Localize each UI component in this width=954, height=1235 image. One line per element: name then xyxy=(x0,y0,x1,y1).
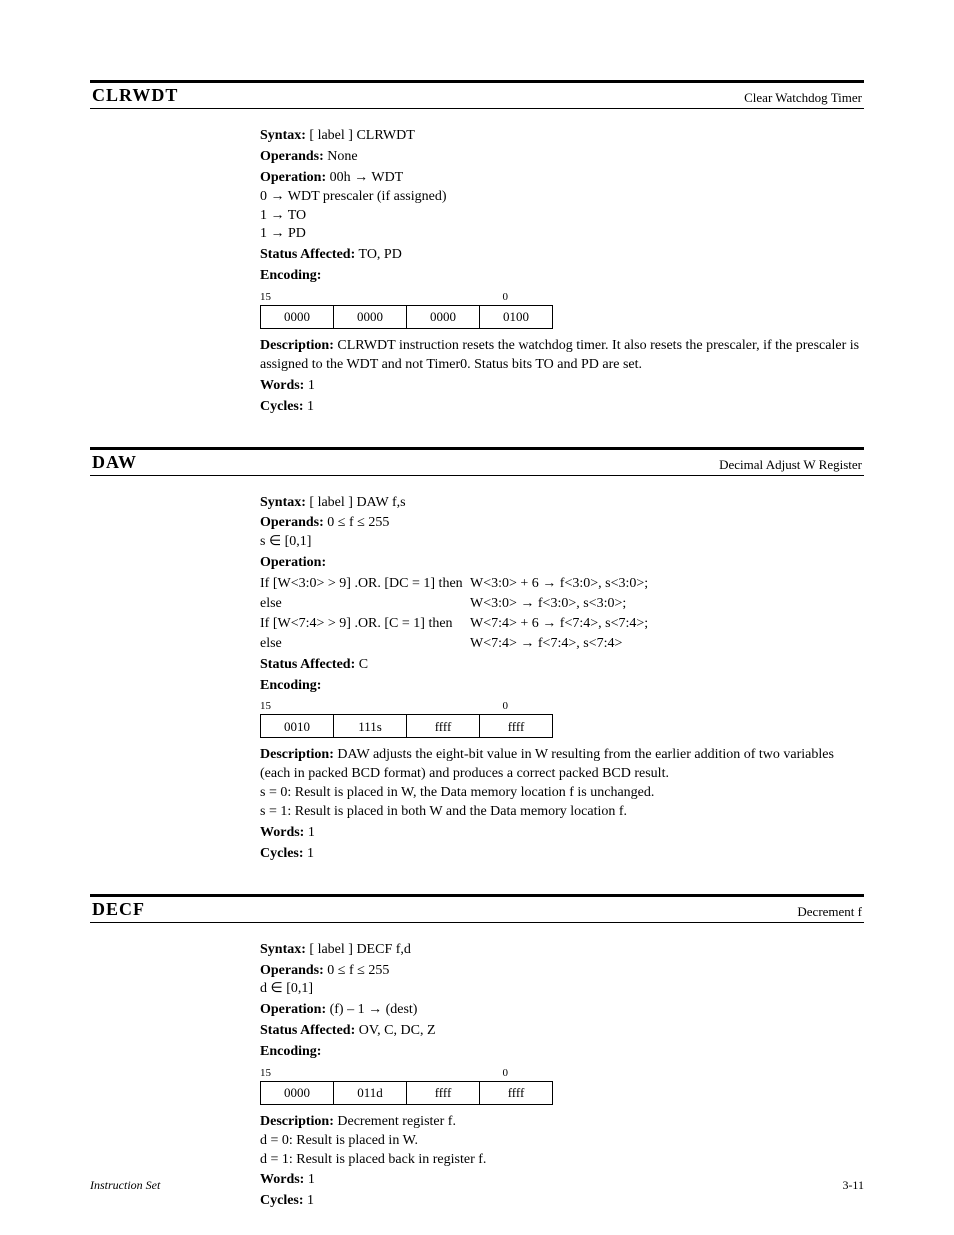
mnemonic: DECF xyxy=(92,899,145,920)
bit-low: 0 xyxy=(503,1066,509,1081)
opcode-cell: ffff xyxy=(407,715,480,738)
syntax-label: Syntax: xyxy=(260,128,306,143)
operands-value: None xyxy=(327,149,357,164)
operands-label: Operands: xyxy=(260,963,324,978)
footer-section-title: Instruction Set xyxy=(90,1178,160,1193)
words-value: 1 xyxy=(308,378,315,393)
opcode-cell: 011d xyxy=(334,1081,407,1104)
opcode-cell: ffff xyxy=(407,1081,480,1104)
encoding-label: Encoding: xyxy=(260,678,321,693)
instruction-title: Decrement f xyxy=(797,904,862,920)
encoding-label: Encoding: xyxy=(260,1044,321,1059)
description-label: Description: xyxy=(260,338,334,353)
cycles-label: Cycles: xyxy=(260,399,304,414)
instruction-title: Clear Watchdog Timer xyxy=(744,90,862,106)
operation-label: Operation: xyxy=(260,170,326,185)
instruction-decf: DECF Decrement f Syntax: [ label ] DECF … xyxy=(90,894,864,1212)
op-if: If [W<7:4> > 9] .OR. [C = 1] then xyxy=(260,615,470,634)
opcode-cell: ffff xyxy=(480,715,553,738)
op-then: W<3:0> → f<3:0>, s<3:0>; xyxy=(470,595,626,614)
cycles-value: 1 xyxy=(307,399,314,414)
instruction-daw: DAW Decimal Adjust W Register Syntax: [ … xyxy=(90,447,864,864)
op-line: 0 → WDT prescaler (if assigned) xyxy=(260,189,446,204)
words-value: 1 xyxy=(308,825,315,840)
operation-label: Operation: xyxy=(260,1002,326,1017)
words-label: Words: xyxy=(260,378,304,393)
status-label: Status Affected: xyxy=(260,1023,355,1038)
op-if: If [W<3:0> > 9] .OR. [DC = 1] then xyxy=(260,575,470,594)
syntax-value: [ label ] DAW f,s xyxy=(309,495,405,510)
op-line: 00h → WDT xyxy=(330,170,404,185)
operation-label: Operation: xyxy=(260,555,326,570)
status-label: Status Affected: xyxy=(260,657,355,672)
syntax-label: Syntax: xyxy=(260,942,306,957)
page-footer: Instruction Set 3-11 xyxy=(90,1178,864,1193)
opcode-cell: 0010 xyxy=(261,715,334,738)
instruction-body: Syntax: [ label ] DECF f,d Operands: 0 ≤… xyxy=(260,941,864,1212)
footer-page-number: 3-11 xyxy=(842,1178,864,1193)
words-label: Words: xyxy=(260,825,304,840)
status-value: OV, C, DC, Z xyxy=(359,1023,436,1038)
rule-under-header xyxy=(90,108,864,109)
operands-label: Operands: xyxy=(260,149,324,164)
bit-low: 0 xyxy=(503,290,509,305)
opcode-cell: 0000 xyxy=(261,305,334,328)
opcode-cell: 0000 xyxy=(407,305,480,328)
instruction-title: Decimal Adjust W Register xyxy=(719,457,862,473)
opcode-cell: 0100 xyxy=(480,305,553,328)
page: CLRWDT Clear Watchdog Timer Syntax: [ la… xyxy=(0,0,954,1235)
mnemonic: DAW xyxy=(92,452,137,473)
op-line: 1 → PD xyxy=(260,226,306,241)
rule-under-header xyxy=(90,475,864,476)
opcode-cell: ffff xyxy=(480,1081,553,1104)
cycles-value: 1 xyxy=(307,1193,314,1208)
bit-high: 15 xyxy=(260,1066,271,1081)
bit-high: 15 xyxy=(260,290,271,305)
operation-value: (f) – 1 → (dest) xyxy=(330,1002,418,1017)
op-line: 1 → TO xyxy=(260,208,306,223)
encoding-table: 15 0 0000 011d ffff ffff xyxy=(260,1066,864,1105)
op-if: else xyxy=(260,595,470,614)
header-row: DAW Decimal Adjust W Register xyxy=(90,450,864,475)
status-label: Status Affected: xyxy=(260,247,355,262)
op-then: W<7:4> → f<7:4>, s<7:4> xyxy=(470,635,622,654)
opcode-cell: 0000 xyxy=(261,1081,334,1104)
description-label: Description: xyxy=(260,747,334,762)
op-then: W<3:0> + 6 → f<3:0>, s<3:0>; xyxy=(470,575,648,594)
header-row: DECF Decrement f xyxy=(90,897,864,922)
opcode-cell: 0000 xyxy=(334,305,407,328)
instruction-body: Syntax: [ label ] DAW f,s Operands: 0 ≤ … xyxy=(260,494,864,864)
op-if: else xyxy=(260,635,470,654)
operation-block: If [W<3:0> > 9] .OR. [DC = 1] thenW<3:0>… xyxy=(260,575,864,654)
status-value: TO, PD xyxy=(359,247,402,262)
status-value: C xyxy=(359,657,368,672)
encoding-table: 15 0 0000 0000 0000 0100 xyxy=(260,290,864,329)
syntax-value: [ label ] CLRWDT xyxy=(309,128,414,143)
header-row: CLRWDT Clear Watchdog Timer xyxy=(90,83,864,108)
opcode-cell: 111s xyxy=(334,715,407,738)
description-label: Description: xyxy=(260,1114,334,1129)
cycles-label: Cycles: xyxy=(260,846,304,861)
bit-low: 0 xyxy=(503,699,509,714)
encoding-label: Encoding: xyxy=(260,268,321,283)
bit-high: 15 xyxy=(260,699,271,714)
instruction-clrwdt: CLRWDT Clear Watchdog Timer Syntax: [ la… xyxy=(90,80,864,417)
operands-label: Operands: xyxy=(260,515,324,530)
encoding-table: 15 0 0010 111s ffff ffff xyxy=(260,699,864,738)
description-value: CLRWDT instruction resets the watchdog t… xyxy=(260,338,859,372)
cycles-label: Cycles: xyxy=(260,1193,304,1208)
cycles-value: 1 xyxy=(307,846,314,861)
syntax-value: [ label ] DECF f,d xyxy=(309,942,410,957)
instruction-body: Syntax: [ label ] CLRWDT Operands: None … xyxy=(260,127,864,417)
rule-under-header xyxy=(90,922,864,923)
syntax-label: Syntax: xyxy=(260,495,306,510)
description-value: DAW adjusts the eight-bit value in W res… xyxy=(260,747,834,819)
op-then: W<7:4> + 6 → f<7:4>, s<7:4>; xyxy=(470,615,648,634)
mnemonic: CLRWDT xyxy=(92,85,178,106)
